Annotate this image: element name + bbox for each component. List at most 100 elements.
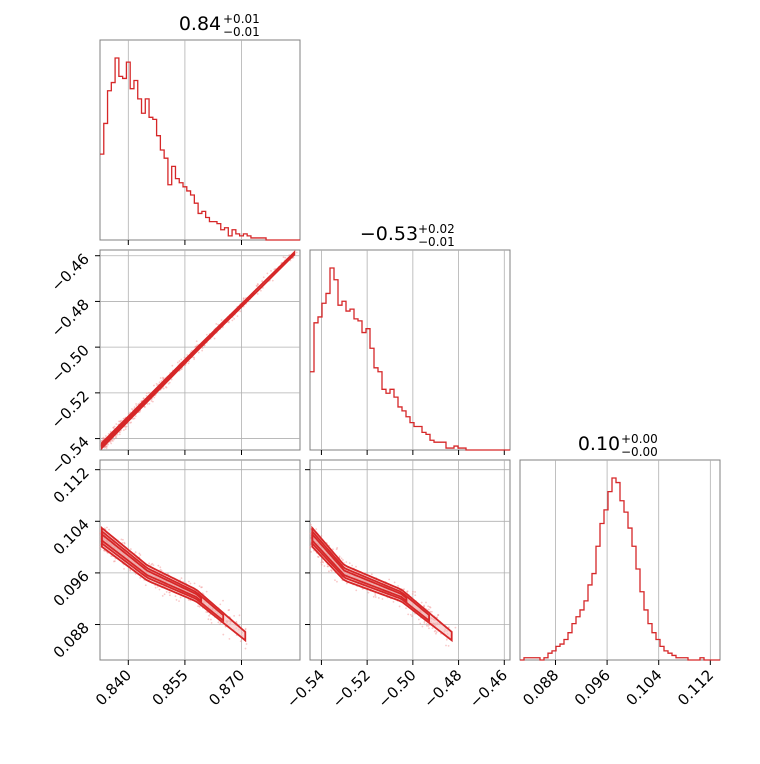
sample-point (309, 523, 312, 526)
sample-point (123, 568, 125, 570)
sample-point (292, 256, 295, 259)
sample-point (270, 269, 272, 272)
sample-point (215, 322, 218, 325)
axes-frame (99, 459, 301, 661)
sample-point (145, 392, 148, 395)
sample-point (262, 286, 264, 289)
sample-point (187, 580, 190, 583)
sample-point (108, 528, 110, 531)
sample-point (197, 605, 200, 608)
sample-point (208, 614, 210, 617)
sample-point (120, 419, 123, 422)
sample-point (433, 630, 436, 633)
sample-point (119, 420, 122, 423)
sample-point (197, 351, 200, 354)
sample-point (260, 289, 262, 292)
sample-point (180, 368, 183, 371)
sample-point (217, 621, 220, 624)
title-param-3-plus: +0.00 (621, 432, 658, 446)
sample-point (162, 376, 164, 379)
sample-point (322, 561, 325, 564)
sample-point (239, 310, 242, 313)
sample-point (106, 526, 108, 529)
sample-point (406, 590, 409, 593)
sample-point (100, 440, 103, 442)
sample-point (138, 410, 141, 413)
sample-point (134, 573, 137, 575)
sample-point (315, 528, 318, 531)
sample-point (107, 443, 110, 446)
sample-point (336, 580, 338, 583)
sample-point (160, 380, 163, 382)
sample-point (145, 394, 148, 397)
sample-point (201, 586, 203, 589)
sample-point (210, 618, 212, 621)
sample-point (242, 297, 245, 299)
sample-point (103, 549, 106, 552)
tick-label-y: 0.096 (50, 567, 93, 610)
sample-point (137, 403, 140, 406)
sample-point (165, 591, 168, 593)
sample-point (171, 364, 174, 367)
sample-point (178, 600, 180, 603)
density-contour (100, 529, 225, 623)
axes-frame (309, 249, 511, 451)
sample-point (309, 546, 312, 549)
sample-point (239, 640, 242, 643)
sample-point (266, 272, 269, 275)
axes-frame (519, 459, 721, 661)
sample-point (168, 381, 171, 384)
sample-point (165, 386, 168, 389)
sample-point (99, 532, 101, 535)
sample-point (195, 345, 197, 348)
tick-label-x: −0.54 (283, 666, 328, 711)
sample-point (320, 534, 323, 537)
sample-point (420, 601, 423, 604)
sample-point (236, 315, 239, 317)
sample-point (374, 592, 377, 595)
sample-point (414, 594, 417, 597)
tick-label-x: 0.088 (519, 666, 562, 709)
sample-point (417, 618, 420, 621)
sample-point (320, 561, 323, 564)
sample-point (115, 436, 117, 439)
sample-point (445, 644, 447, 647)
sample-point (200, 586, 203, 589)
sample-point (255, 284, 258, 287)
sample-point (381, 598, 384, 600)
sample-point (374, 596, 377, 598)
sample-point (273, 268, 276, 271)
sample-point (231, 319, 234, 322)
sample-point (104, 445, 107, 448)
axes-frame (309, 459, 511, 661)
sample-point (162, 377, 165, 380)
sample-point (445, 638, 448, 641)
sample-point (427, 625, 430, 627)
density-contour (100, 532, 203, 603)
tick-label-x: 0.855 (149, 666, 192, 709)
sample-point (142, 398, 145, 400)
sample-point (151, 400, 154, 403)
sample-point (138, 552, 141, 555)
sample-point (434, 629, 437, 632)
sample-point (134, 551, 137, 554)
sample-point (351, 564, 354, 567)
sample-point (367, 591, 370, 594)
sample-point (342, 559, 344, 561)
sample-point (222, 633, 225, 636)
sample-point (153, 396, 156, 399)
sample-point (388, 578, 391, 581)
title-param-1-plus: +0.01 (223, 12, 260, 26)
sample-point (345, 561, 348, 563)
sample-point (150, 400, 153, 402)
sample-point (321, 559, 323, 562)
sample-point (419, 622, 422, 625)
sample-point (340, 557, 343, 560)
sample-point (219, 603, 222, 606)
panel-2d-param-2-vs-3: −0.54 −0.52 −0.50 −0.48 −0.46 (283, 459, 511, 711)
sample-point (235, 621, 238, 624)
sample-point (370, 573, 373, 576)
sample-point (103, 527, 106, 530)
sample-point (398, 605, 401, 608)
